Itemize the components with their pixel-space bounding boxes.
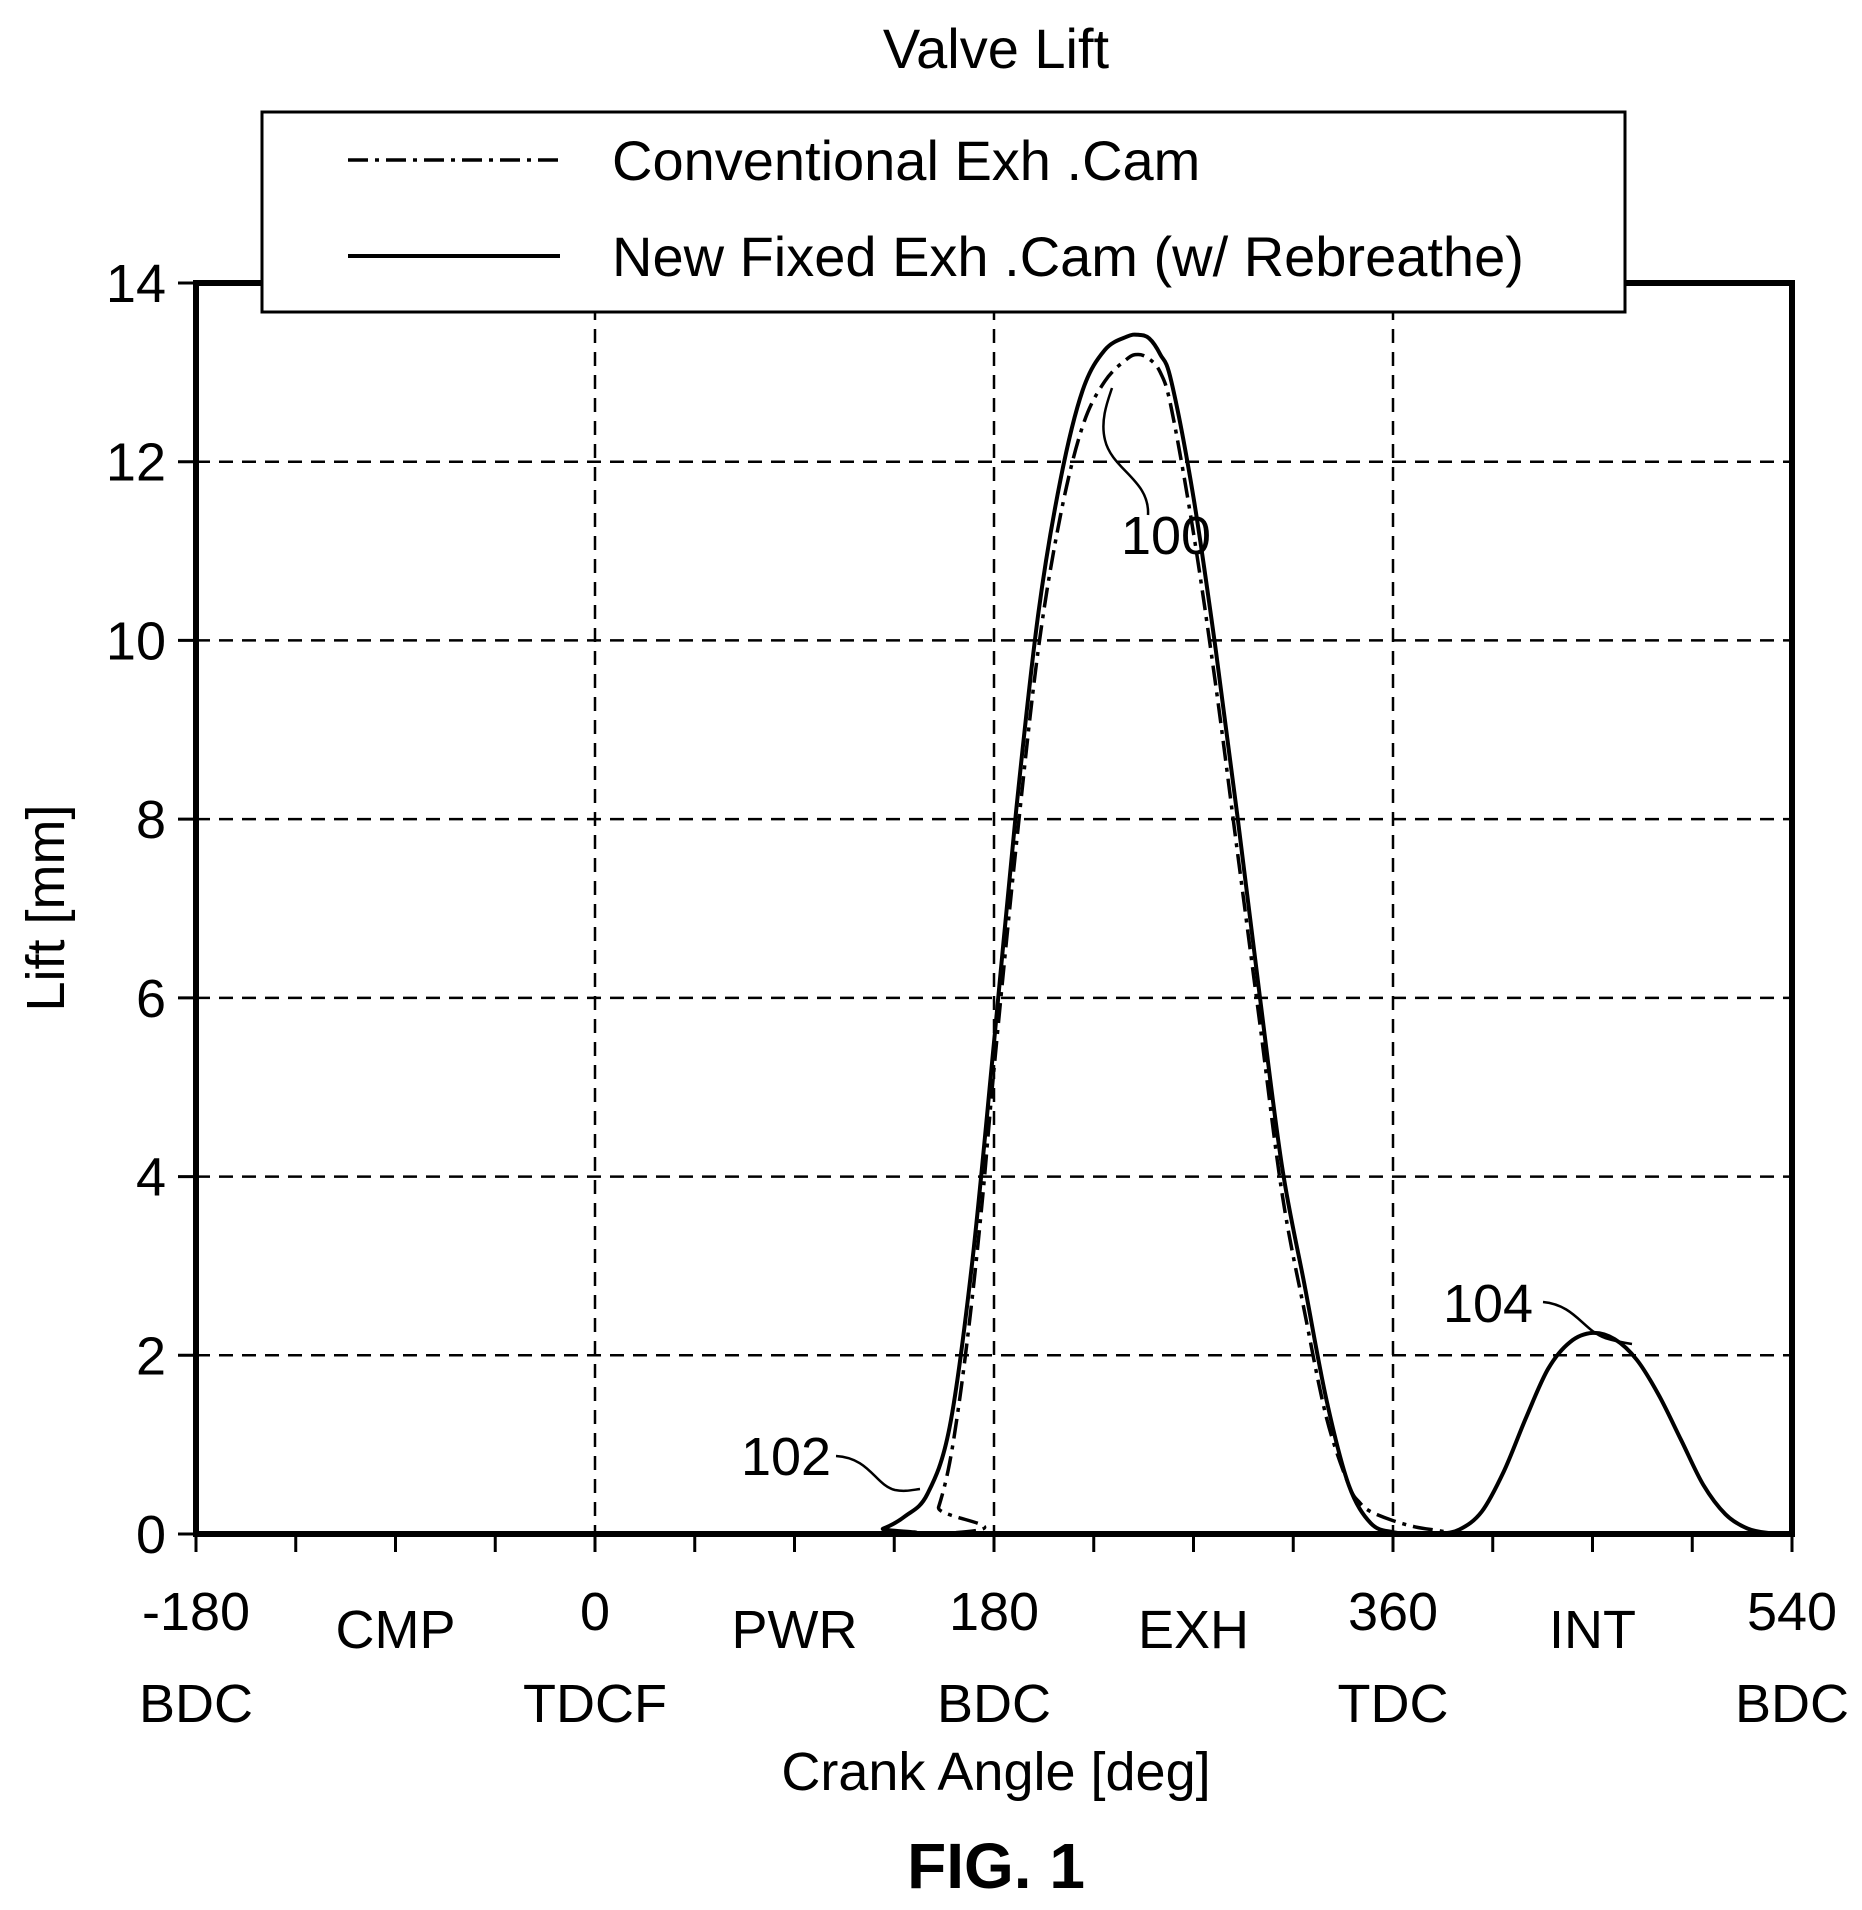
x-tick-number: -180 xyxy=(142,1582,250,1642)
legend-box xyxy=(260,110,1627,314)
y-axis-label: Lift [mm] xyxy=(16,804,76,1011)
legend-label-conventional: Conventional Exh .Cam xyxy=(612,129,1200,192)
x-tick-event: TDCF xyxy=(523,1674,667,1734)
x-tick-event: BDC xyxy=(1735,1674,1849,1734)
reference-annotations: 100 102 104 xyxy=(741,387,1633,1493)
leader-line-102 xyxy=(835,1454,921,1493)
y-tick-label: 4 xyxy=(136,1148,166,1208)
reference-label-102: 102 xyxy=(741,1427,831,1487)
y-tick-label: 10 xyxy=(106,611,166,671)
x-tick-number: 540 xyxy=(1747,1582,1837,1642)
y-tick-label: 12 xyxy=(106,433,166,493)
series-line-new-fixed-exh-cam xyxy=(195,332,1793,1537)
series-lines xyxy=(195,332,1793,1537)
reference-label-100: 100 xyxy=(1121,506,1211,566)
stroke-label: INT xyxy=(1549,1600,1636,1660)
figure-label: FIG. 1 xyxy=(907,1830,1085,1902)
x-tick-event: BDC xyxy=(937,1674,1051,1734)
leader-line-100 xyxy=(1102,387,1150,516)
axis-ticks xyxy=(178,281,1794,1552)
x-tick-number: 0 xyxy=(580,1582,610,1642)
grid-lines xyxy=(196,283,1792,1534)
stroke-label: CMP xyxy=(336,1600,456,1660)
legend-label-new-fixed: New Fixed Exh .Cam (w/ Rebreathe) xyxy=(612,225,1524,288)
leader-line-104 xyxy=(1542,1300,1633,1346)
chart-title: Valve Lift xyxy=(883,17,1110,80)
y-tick-label: 0 xyxy=(136,1505,166,1565)
x-axis-label: Crank Angle [deg] xyxy=(781,1742,1210,1802)
x-tick-event: BDC xyxy=(139,1674,253,1734)
y-tick-label: 8 xyxy=(136,790,166,850)
stroke-label: PWR xyxy=(732,1600,858,1660)
stroke-labels: CMP PWR EXH INT xyxy=(336,1600,1637,1660)
stroke-label: EXH xyxy=(1138,1600,1249,1660)
series-line-conventional-exh-cam xyxy=(195,352,1792,1536)
x-tick-event: TDC xyxy=(1338,1674,1449,1734)
x-tick-labels: -180 BDC 0 TDCF 180 BDC 360 TDC 540 BDC xyxy=(139,1582,1849,1734)
legend: Conventional Exh .Cam New Fixed Exh .Cam… xyxy=(260,110,1627,314)
y-tick-label: 14 xyxy=(106,254,166,314)
y-tick-label: 2 xyxy=(136,1326,166,1386)
x-tick-number: 180 xyxy=(949,1582,1039,1642)
y-tick-labels: 0 2 4 6 8 10 12 14 xyxy=(106,254,166,1565)
y-tick-label: 6 xyxy=(136,969,166,1029)
reference-label-104: 104 xyxy=(1443,1274,1533,1334)
x-tick-number: 360 xyxy=(1348,1582,1438,1642)
